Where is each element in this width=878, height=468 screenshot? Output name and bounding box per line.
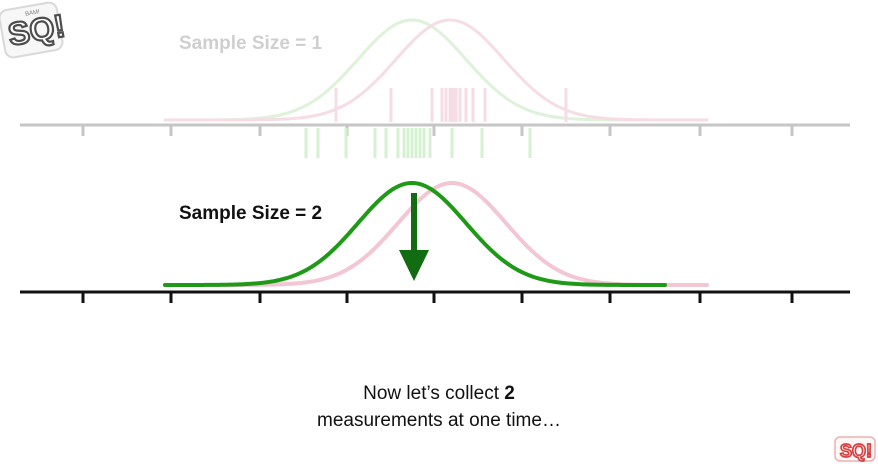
caption-prefix: Now let’s collect — [363, 383, 505, 404]
caption-bold-number: 2 — [504, 383, 515, 404]
main-axis-ticks — [81, 292, 794, 303]
faded-axis-ticks — [81, 125, 794, 136]
green-measurement-mark — [418, 128, 422, 158]
pink-measurement-mark — [448, 88, 452, 122]
pink-measurement-mark — [389, 88, 393, 122]
pink-measurement-mark — [430, 88, 434, 122]
green-measurement-mark — [384, 128, 388, 158]
green-curve — [163, 181, 667, 287]
green-measurement-mark — [528, 128, 532, 158]
statquest-small-logo-icon: SQ! — [830, 435, 878, 463]
pink-measurement-mark — [334, 88, 338, 122]
green-measurement-mark — [396, 128, 400, 158]
faded-pink-curve — [163, 18, 709, 122]
green-measurement-mark — [304, 128, 308, 158]
pink-measurement-mark — [471, 88, 475, 122]
pink-measurement-mark — [454, 88, 458, 122]
pink-measurement-mark — [444, 88, 448, 122]
pink-measurement-mark — [483, 88, 487, 122]
green-measurement-mark — [480, 128, 484, 158]
main-title: Sample Size = 2 — [179, 203, 323, 224]
green-measurement-marks — [304, 128, 532, 158]
green-measurement-mark — [373, 128, 377, 158]
green-measurement-mark — [410, 128, 414, 158]
svg-text:BAM!: BAM! — [25, 9, 41, 18]
green-measurement-mark — [344, 128, 348, 158]
pink-measurement-mark — [440, 88, 444, 122]
caption-line-1: Now let’s collect 2 — [0, 381, 878, 407]
pink-measurement-marks — [334, 88, 568, 122]
faded-title: Sample Size = 1 — [179, 33, 323, 54]
pink-measurement-mark — [458, 88, 462, 122]
caption-line-2: measurements at one time… — [317, 410, 561, 431]
green-measurement-mark — [450, 128, 454, 158]
green-measurement-mark — [316, 128, 320, 158]
statquest-logo-icon: SQ! BAM! — [0, 0, 69, 62]
green-measurement-mark — [414, 128, 418, 158]
pink-curve — [163, 181, 709, 287]
panel-sample-size-2 — [20, 181, 850, 303]
pink-measurement-mark — [464, 88, 468, 122]
pink-measurement-mark — [451, 88, 455, 122]
green-measurement-mark — [422, 128, 426, 158]
pink-measurement-mark — [564, 88, 568, 122]
green-measurement-mark — [406, 128, 410, 158]
down-arrow-icon — [399, 193, 429, 281]
green-measurement-mark — [402, 128, 406, 158]
green-measurement-mark — [428, 128, 432, 158]
svg-text:SQ!: SQ! — [840, 441, 872, 461]
panel-sample-size-1 — [20, 18, 850, 158]
